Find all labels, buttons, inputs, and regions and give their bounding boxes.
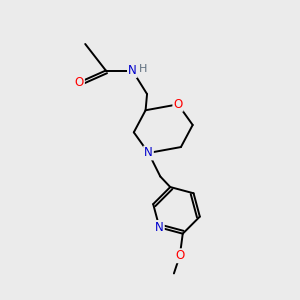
Text: H: H	[139, 64, 148, 74]
Text: N: N	[144, 146, 153, 159]
Text: N: N	[128, 64, 137, 77]
Text: O: O	[173, 98, 183, 111]
Text: O: O	[175, 249, 184, 262]
Text: N: N	[155, 221, 164, 234]
Text: O: O	[75, 76, 84, 89]
